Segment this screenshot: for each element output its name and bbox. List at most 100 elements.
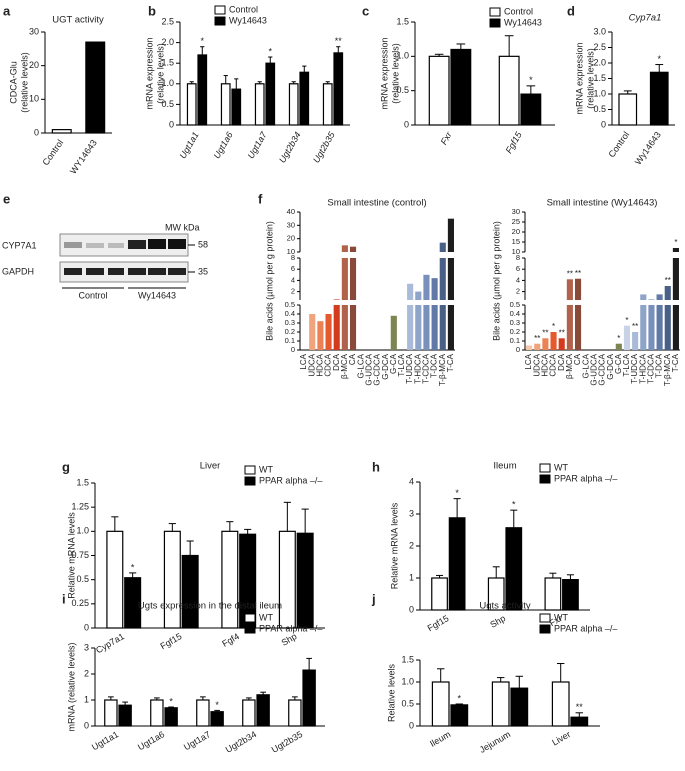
x-tick-label: T-UDCA xyxy=(630,353,639,383)
significance: * xyxy=(215,700,219,710)
bar xyxy=(447,258,454,300)
y-axis-label: mRNA expression xyxy=(574,42,584,114)
legend-label: WT xyxy=(554,462,568,472)
y-tick-label: 10 xyxy=(512,247,520,256)
bar xyxy=(439,305,446,350)
x-tick-label: G-DCA xyxy=(381,353,390,379)
significance: * xyxy=(674,238,677,247)
bar xyxy=(349,258,357,300)
bar xyxy=(534,343,541,350)
mw-header: MW kDa xyxy=(165,222,200,232)
y-tick-label: 3 xyxy=(409,508,414,518)
x-tick-label: Shp xyxy=(280,631,299,648)
y-tick-label: 2 xyxy=(409,540,414,550)
y-tick-label: 40 xyxy=(287,207,295,216)
y-tick-label: 10 xyxy=(29,94,39,104)
western-blot: e MW kDa CYP7A1 GAPDH 58 35 Control Wy14… xyxy=(2,191,208,300)
x-tick-label: G-UDCA xyxy=(589,353,598,385)
chart-title: Ugts expression in the distal ileum xyxy=(138,601,282,612)
bar xyxy=(163,530,181,629)
bar xyxy=(672,248,679,252)
y-axis-label: mRNA expression xyxy=(379,37,389,109)
bar xyxy=(415,305,422,350)
y-tick-label: 0.4 xyxy=(285,309,295,318)
x-tick-label: Control xyxy=(606,130,631,160)
significance: * xyxy=(625,316,628,325)
significance: ** xyxy=(665,276,671,285)
significance: * xyxy=(458,693,462,703)
y-tick-label: 0 xyxy=(169,119,174,129)
y-tick-label: 1 xyxy=(409,572,414,582)
x-tick-label: DCA xyxy=(332,353,341,371)
bar xyxy=(615,343,622,350)
bar xyxy=(118,704,132,727)
x-tick-label: T-HDCA xyxy=(638,353,647,383)
bar xyxy=(299,71,310,126)
bar xyxy=(164,707,178,727)
x-tick-label: Ugt1a6 xyxy=(136,729,166,752)
bar xyxy=(566,305,573,350)
y-tick-label: 1.5 xyxy=(593,73,606,83)
y-axis-label: (relative levels) xyxy=(390,43,400,104)
y-tick-label: 4 xyxy=(516,275,520,284)
x-tick-label: Ugt1a6 xyxy=(212,130,235,160)
bar xyxy=(106,530,124,629)
y-tick-label: 15 xyxy=(512,237,520,246)
x-tick-label: T-β-MCA xyxy=(663,353,672,386)
group-label: Wy14643 xyxy=(138,290,176,300)
y-tick-label: 0.5 xyxy=(285,300,295,309)
bar xyxy=(407,283,414,300)
significance: * xyxy=(657,54,661,64)
bar xyxy=(551,681,570,727)
x-tick-label: UDCA xyxy=(307,353,316,376)
legend-label: PPAR alpha –/– xyxy=(554,473,617,483)
bar xyxy=(428,55,450,126)
bar xyxy=(181,554,199,629)
x-tick-label: DCA xyxy=(557,353,566,371)
bar xyxy=(649,71,669,126)
x-tick-label: Fgf15 xyxy=(504,129,525,155)
bar xyxy=(498,55,520,126)
bar xyxy=(664,286,671,300)
band xyxy=(108,268,124,275)
x-tick-label: T-UDCA xyxy=(405,353,414,383)
panel-letter: i xyxy=(62,591,66,606)
legend-swatch xyxy=(244,465,256,475)
y-tick-label: 4 xyxy=(409,476,414,486)
x-tick-label: T-HDCA xyxy=(413,353,422,383)
y-tick-label: 1 xyxy=(84,694,89,704)
bar xyxy=(221,530,239,629)
bar xyxy=(341,258,348,300)
bar xyxy=(618,93,638,126)
chart-title: UGT activity xyxy=(52,15,104,26)
bar xyxy=(309,314,316,350)
bar xyxy=(566,279,573,300)
chart-title: Cyp7a1 xyxy=(629,13,662,24)
y-tick-label: 2 xyxy=(84,668,89,678)
blot-row-label: CYP7A1 xyxy=(2,240,37,250)
y-tick-label: 25 xyxy=(512,217,520,226)
bar xyxy=(510,687,529,727)
y-tick-label: 0.2 xyxy=(285,327,295,336)
x-tick-label: HDCA xyxy=(541,353,550,376)
bar xyxy=(51,129,72,134)
x-tick-label: Ugt2b35 xyxy=(311,129,337,164)
significance: * xyxy=(552,322,555,331)
chart-title: Small intestine (Wy14643) xyxy=(547,198,658,209)
y-tick-label: 8 xyxy=(516,253,520,262)
x-tick-label: G-CDCA xyxy=(598,353,607,385)
x-tick-label: Control xyxy=(40,138,65,168)
bar xyxy=(562,578,579,611)
x-tick-label: CDCA xyxy=(324,353,333,376)
bar xyxy=(431,577,448,611)
band xyxy=(168,239,186,249)
significance: ** xyxy=(335,36,343,46)
x-tick-label: Ugt2b34 xyxy=(224,729,258,755)
mw-label: 35 xyxy=(198,266,208,276)
chart-title: Small intestine (control) xyxy=(327,198,426,209)
panel-letter: c xyxy=(362,3,369,18)
bar xyxy=(423,274,430,300)
x-tick-label: T-DCA xyxy=(655,353,664,378)
x-tick-label: Fgf15 xyxy=(426,613,451,633)
x-tick-label: WY14643 xyxy=(68,138,99,176)
